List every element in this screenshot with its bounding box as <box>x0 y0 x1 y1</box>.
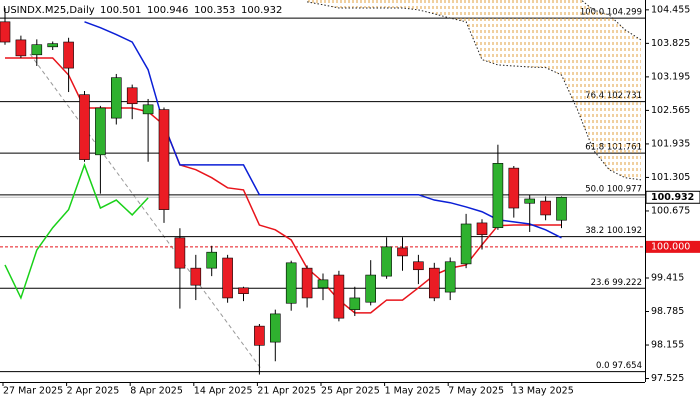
y-tick-label: 102.565 <box>651 105 690 116</box>
y-tick-label: 104.455 <box>651 4 690 15</box>
y-tick-label: 100.675 <box>651 205 690 216</box>
header-value: 100.932 <box>241 5 282 16</box>
candle-body <box>222 257 233 299</box>
indicator-line <box>307 1 642 181</box>
current-price-box <box>645 190 700 204</box>
candle-body <box>556 196 567 221</box>
candle-body <box>381 246 392 277</box>
fib-label: 23.6 99.222 <box>591 278 642 288</box>
current-price-label: 100.932 <box>651 192 694 203</box>
header-ohlc: 100.501 100.946 100.353 100.932 <box>100 5 282 16</box>
x-tick-label: 7 May 2025 <box>448 386 504 397</box>
x-tick-label: 14 Apr 2025 <box>194 386 253 397</box>
plot-area: 100.0 104.29976.4 102.73161.8 101.76150.… <box>0 0 645 375</box>
candle-body <box>524 198 536 204</box>
candle-body <box>540 200 551 216</box>
candle-body <box>301 267 313 299</box>
candle-body <box>15 39 27 57</box>
candle-body <box>317 279 329 289</box>
y-tick-label: 103.195 <box>651 71 690 82</box>
cloud <box>307 0 641 180</box>
header-value: 100.501 <box>100 5 141 16</box>
candle-body <box>460 223 472 265</box>
y-tick-label: 98.155 <box>651 340 684 351</box>
candle-body <box>285 262 297 304</box>
candle-body <box>269 313 281 343</box>
candle-body <box>158 109 170 210</box>
x-tick-label: 2 Apr 2025 <box>67 386 120 397</box>
candle-body <box>349 297 361 310</box>
x-tick-label: 8 Apr 2025 <box>130 386 183 397</box>
fib-anchor-line <box>29 53 263 371</box>
candle-body <box>79 94 90 160</box>
y-tick-label: 101.305 <box>651 172 690 183</box>
candle-body <box>190 267 202 286</box>
header-value: 100.946 <box>147 5 188 16</box>
axes: 104.455 103.825 103.195 102.565 101.935 101.3… <box>2 4 700 397</box>
candle-body <box>0 21 11 43</box>
header-value: 100.353 <box>194 5 235 16</box>
y-tick-label: 97.525 <box>651 373 684 384</box>
candle-body <box>492 163 504 229</box>
x-tick-label: 1 May 2025 <box>385 386 441 397</box>
candle-body <box>254 325 265 346</box>
symbol: USINDX.M25,Daily <box>3 5 95 16</box>
y-tick-label: 98.785 <box>651 306 684 317</box>
candle-body <box>174 237 186 269</box>
x-tick-label: 27 Mar 2025 <box>3 386 63 397</box>
indicator-line <box>580 0 642 41</box>
y-tick-label: 101.935 <box>651 138 690 149</box>
candle-body <box>365 274 377 303</box>
x-tick-label: 25 Apr 2025 <box>321 386 380 397</box>
candle-body <box>126 87 138 105</box>
candle-body <box>397 247 408 257</box>
fib-label: 38.2 100.192 <box>585 226 642 236</box>
candle-body <box>63 41 74 69</box>
candle-body <box>444 261 456 293</box>
candle-body <box>95 107 106 156</box>
y-tick-label: 99.415 <box>651 272 684 283</box>
candle-body <box>47 43 59 48</box>
y-tick-label: 103.825 <box>651 38 690 49</box>
x-tick-label: 13 May 2025 <box>512 386 574 397</box>
candle-body <box>206 251 217 269</box>
fib-label: 50.0 100.977 <box>585 184 642 194</box>
alert-label: 100.000 <box>651 241 690 252</box>
fib-label: 100.0 104.299 <box>580 8 642 18</box>
candle-body <box>142 104 154 115</box>
indicator-line <box>4 162 149 300</box>
candle-body <box>413 261 424 271</box>
fib-label: 0.0 97.654 <box>596 361 642 371</box>
candle-body <box>111 77 122 119</box>
candle-body <box>508 167 520 209</box>
alert-box <box>646 240 700 253</box>
candle-body <box>333 274 345 319</box>
candle-body <box>238 287 249 294</box>
candle-body <box>428 267 440 299</box>
candle-body <box>31 44 43 56</box>
x-tick-label: 21 Apr 2025 <box>257 386 316 397</box>
candle-body <box>476 222 488 235</box>
